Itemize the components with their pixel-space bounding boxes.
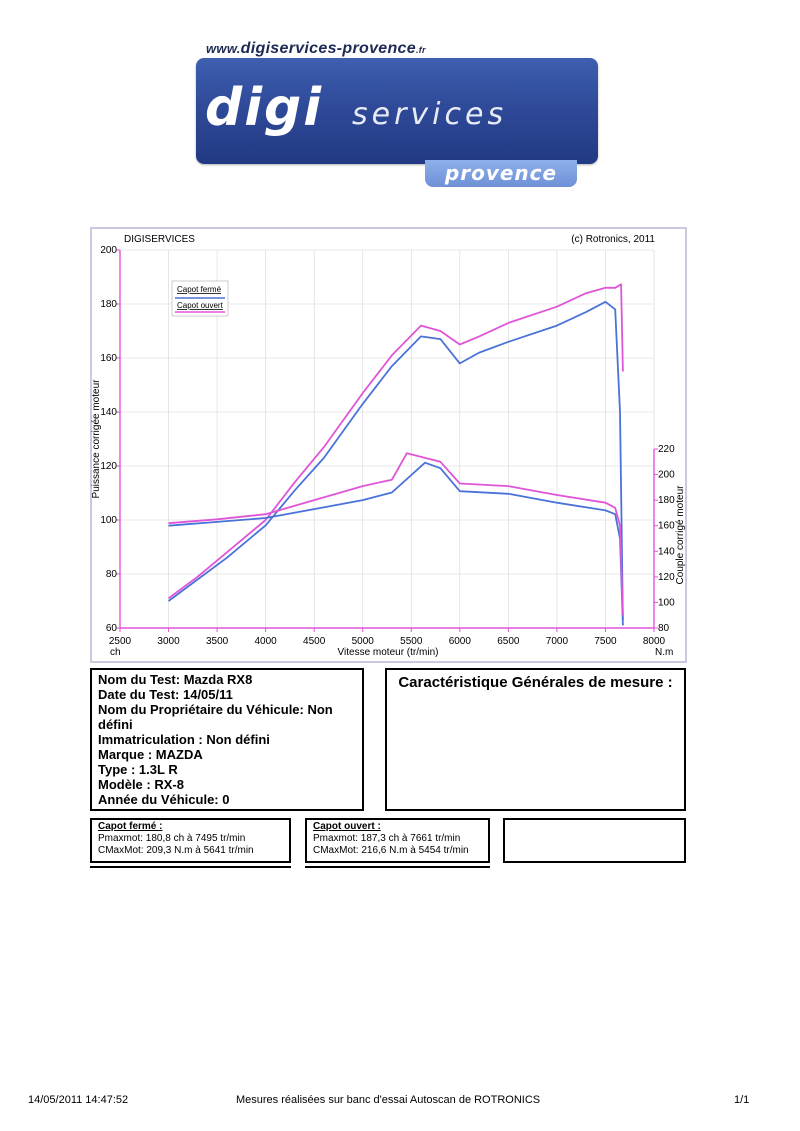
info-owner: Nom du Propriétaire du Véhicule: Non déf…	[98, 702, 333, 732]
result-closed-title: Capot fermé :	[98, 821, 163, 832]
x-tick-label: 4000	[255, 636, 278, 647]
result-closed-pmax: Pmaxmot: 180,8 ch à 7495 tr/min	[98, 833, 246, 844]
info-model: Modèle : RX-8	[98, 777, 184, 792]
test-info-box: Nom du Test: Mazda RX8 Date du Test: 14/…	[90, 668, 364, 811]
footer-center: Mesures réalisées sur banc d'essai Autos…	[236, 1094, 541, 1106]
y-right-tick-label: 160	[658, 521, 675, 532]
x-tick-label: 2500	[109, 636, 132, 647]
series-line-torque-open	[168, 452, 624, 616]
y-left-tick-label: 200	[100, 245, 117, 256]
series-line-torque-closed	[168, 461, 624, 626]
logo-banner	[196, 58, 598, 164]
y-right-label: Couple corrigé moteur	[675, 485, 686, 585]
result-underline-1	[90, 866, 291, 868]
chart-header-right: (c) Rotronics, 2011	[571, 234, 655, 245]
y-right-tick-label: 120	[658, 572, 675, 583]
x-tick-label: 6000	[449, 636, 472, 647]
x-tick-label: 3000	[157, 636, 180, 647]
y-right-tick-label: 200	[658, 470, 675, 481]
logo-services: services	[352, 97, 508, 132]
legend-label-open: Capot ouvert	[177, 301, 224, 310]
series-line-power-open	[167, 283, 624, 600]
chart-header-left: DIGISERVICES	[124, 234, 195, 245]
y-right-tick-label: 220	[658, 444, 675, 455]
characteristics-title: Caractéristique Générales de mesure :	[398, 674, 673, 691]
result-closed-cmax: CMaxMot: 209,3 N.m à 5641 tr/min	[98, 845, 254, 856]
x-unit-right: N.m	[655, 647, 673, 658]
x-tick-label: 3500	[206, 636, 229, 647]
info-test-date: Date du Test: 14/05/11	[98, 687, 233, 702]
x-tick-label: 5000	[352, 636, 375, 647]
y-left-tick-label: 60	[106, 623, 118, 634]
x-axis-label: Vitesse moteur (tr/min)	[338, 647, 439, 658]
x-tick-label: 7000	[546, 636, 569, 647]
y-left-label: Puissance corrigée moteur	[91, 379, 102, 499]
chart-frame	[90, 227, 687, 663]
result-box-closed: Capot fermé : Pmaxmot: 180,8 ch à 7495 t…	[90, 818, 291, 863]
y-left-tick-label: 140	[100, 407, 117, 418]
logo-provence: provence	[425, 160, 577, 187]
info-type: Type : 1.3L R	[98, 762, 178, 777]
footer-page: 1/1	[734, 1094, 750, 1106]
x-tick-label: 8000	[643, 636, 666, 647]
y-right-tick-label: 80	[658, 623, 670, 634]
y-left-tick-label: 160	[100, 353, 117, 364]
legend-label-closed: Capot fermé	[177, 285, 222, 294]
y-right-tick-label: 100	[658, 597, 675, 608]
y-left-tick-label: 180	[100, 299, 117, 310]
y-right-tick-label: 140	[658, 546, 675, 557]
info-test-name: Nom du Test: Mazda RX8	[98, 672, 253, 687]
x-tick-label: 4500	[303, 636, 326, 647]
x-tick-label: 6500	[497, 636, 520, 647]
result-open-pmax: Pmaxmot: 187,3 ch à 7661 tr/min	[313, 833, 461, 844]
y-left-tick-label: 80	[106, 569, 118, 580]
x-tick-label: 7500	[594, 636, 617, 647]
result-open-title: Capot ouvert :	[313, 821, 381, 832]
result-box-open: Capot ouvert : Pmaxmot: 187,3 ch à 7661 …	[305, 818, 490, 863]
result-underline-2	[305, 866, 490, 868]
characteristics-box: Caractéristique Générales de mesure :	[385, 668, 686, 811]
y-left-tick-label: 120	[100, 461, 117, 472]
result-open-cmax: CMaxMot: 216,6 N.m à 5454 tr/min	[313, 845, 469, 856]
x-unit-left: ch	[110, 647, 121, 658]
info-registration: Immatriculation : Non défini	[98, 732, 270, 747]
info-year: Année du Véhicule: 0	[98, 792, 230, 807]
website-url: www.digiservices-provence.fr	[206, 40, 426, 57]
result-box-empty	[503, 818, 686, 863]
x-tick-label: 5500	[400, 636, 423, 647]
logo-digi: digi	[205, 78, 324, 138]
series-line-power-closed	[167, 300, 624, 620]
y-right-tick-label: 180	[658, 495, 675, 506]
chart-legend: Capot fermé Capot ouvert	[171, 280, 229, 317]
footer-datetime: 14/05/2011 14:47:52	[28, 1094, 129, 1106]
y-left-tick-label: 100	[100, 515, 117, 526]
info-brand: Marque : MAZDA	[98, 747, 203, 762]
